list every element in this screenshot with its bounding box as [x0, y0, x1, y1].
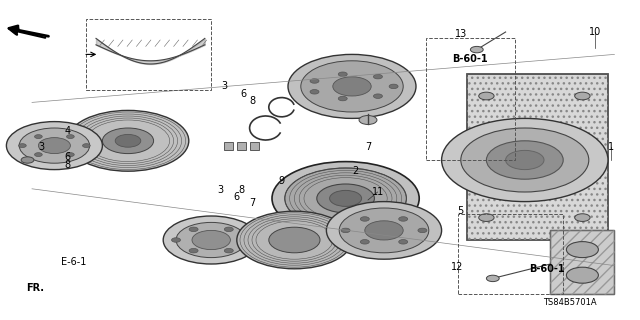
Text: 10: 10 — [589, 27, 602, 37]
Circle shape — [461, 128, 589, 192]
Circle shape — [360, 217, 369, 221]
Circle shape — [479, 92, 494, 100]
Text: 6: 6 — [64, 152, 70, 162]
Text: 13: 13 — [454, 28, 467, 39]
Circle shape — [566, 267, 598, 283]
Circle shape — [418, 228, 427, 233]
Circle shape — [272, 162, 419, 235]
Circle shape — [486, 275, 499, 282]
Text: 5: 5 — [458, 206, 464, 216]
Circle shape — [374, 94, 383, 98]
Circle shape — [486, 141, 563, 179]
Circle shape — [172, 238, 180, 242]
Text: 3: 3 — [218, 185, 224, 196]
Bar — [467, 74, 608, 240]
Circle shape — [163, 216, 259, 264]
Circle shape — [399, 240, 408, 244]
Bar — [224, 142, 233, 150]
Bar — [426, 38, 515, 160]
Circle shape — [102, 128, 154, 154]
Circle shape — [506, 150, 544, 170]
Circle shape — [35, 153, 42, 156]
Text: 6: 6 — [234, 192, 240, 202]
Text: E-6-1: E-6-1 — [61, 257, 86, 268]
Circle shape — [399, 217, 408, 221]
Circle shape — [19, 144, 26, 148]
Text: 2: 2 — [352, 166, 358, 176]
Circle shape — [317, 184, 374, 213]
Circle shape — [575, 214, 590, 221]
Circle shape — [19, 128, 90, 163]
Circle shape — [269, 227, 320, 253]
Circle shape — [38, 138, 70, 154]
Circle shape — [359, 116, 377, 124]
Text: 1: 1 — [608, 142, 614, 152]
Text: 4: 4 — [64, 126, 70, 136]
Circle shape — [67, 110, 189, 171]
Circle shape — [176, 222, 246, 258]
Circle shape — [224, 248, 233, 253]
Circle shape — [333, 77, 371, 96]
Bar — [467, 74, 608, 240]
Circle shape — [442, 118, 608, 202]
Circle shape — [301, 61, 403, 112]
Circle shape — [35, 135, 42, 139]
Circle shape — [389, 84, 398, 89]
Text: 7: 7 — [365, 142, 371, 152]
Circle shape — [470, 46, 483, 53]
Circle shape — [479, 214, 494, 221]
Text: B-60-1: B-60-1 — [452, 54, 488, 64]
Circle shape — [21, 157, 34, 163]
Circle shape — [339, 96, 348, 101]
Text: 3: 3 — [38, 142, 45, 152]
Text: 6: 6 — [240, 89, 246, 100]
Circle shape — [339, 72, 348, 76]
Text: FR.: FR. — [26, 283, 44, 293]
Circle shape — [83, 144, 90, 148]
Circle shape — [575, 92, 590, 100]
Circle shape — [310, 90, 319, 94]
Circle shape — [285, 168, 406, 229]
Circle shape — [360, 240, 369, 244]
Circle shape — [115, 134, 141, 147]
Text: 9: 9 — [278, 176, 285, 186]
Text: 8: 8 — [250, 96, 256, 106]
Circle shape — [189, 227, 198, 232]
Bar — [250, 142, 259, 150]
Bar — [86, 19, 211, 90]
Bar — [550, 230, 614, 294]
Circle shape — [341, 228, 350, 233]
Bar — [458, 214, 563, 294]
Circle shape — [326, 202, 442, 259]
Text: TS84B5701A: TS84B5701A — [543, 298, 596, 307]
Circle shape — [192, 230, 230, 250]
Circle shape — [6, 122, 102, 170]
Circle shape — [365, 221, 403, 240]
Text: 8: 8 — [239, 185, 245, 196]
Circle shape — [225, 227, 234, 232]
Circle shape — [242, 238, 251, 242]
Circle shape — [339, 208, 429, 253]
Text: B-60-1: B-60-1 — [529, 264, 565, 274]
Text: 7: 7 — [250, 198, 256, 208]
Circle shape — [374, 75, 383, 79]
Circle shape — [330, 190, 362, 206]
Text: 3: 3 — [221, 81, 227, 92]
Circle shape — [566, 242, 598, 258]
Circle shape — [237, 211, 352, 269]
Circle shape — [67, 135, 74, 139]
Circle shape — [310, 79, 319, 83]
Circle shape — [67, 153, 74, 156]
Bar — [237, 142, 246, 150]
Circle shape — [189, 248, 198, 253]
Bar — [550, 230, 614, 294]
Text: 8: 8 — [64, 160, 70, 170]
Text: 12: 12 — [451, 262, 464, 272]
Text: 11: 11 — [371, 187, 384, 197]
Circle shape — [288, 54, 416, 118]
